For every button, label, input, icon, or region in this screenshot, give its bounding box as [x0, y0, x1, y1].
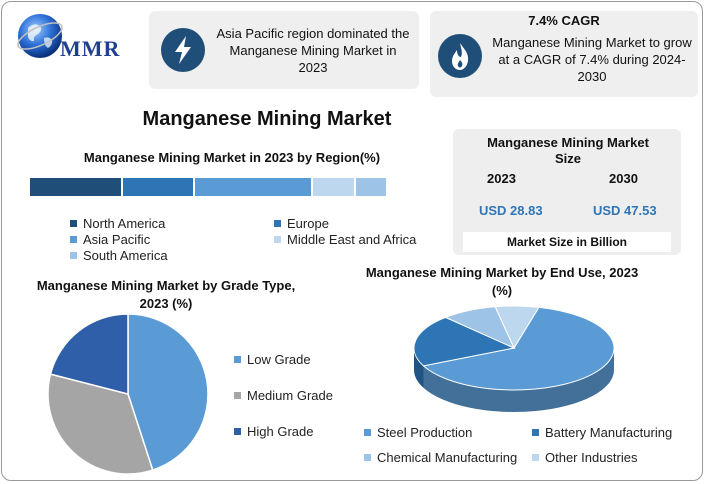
region-bar-segment-europe [123, 178, 193, 196]
legend-swatch [234, 428, 241, 435]
region-legend-item-middle-east-and-africa: Middle East and Africa [274, 232, 416, 247]
cagr-heading: 7.4% CAGR [528, 13, 600, 28]
legend-swatch [70, 236, 77, 243]
grade-legend-item-high-grade: High Grade [234, 424, 313, 439]
legend-label: North America [83, 216, 166, 231]
enduse-legend-item-chemical-manufacturing: Chemical Manufacturing [364, 450, 517, 465]
logo-text: MMR [60, 36, 121, 61]
legend-swatch [532, 454, 539, 461]
region-bar-segment-north-america [30, 178, 122, 196]
legend-swatch [234, 392, 241, 399]
year-2023: 2023 [487, 171, 516, 186]
region-bar-segment-south-america [355, 178, 386, 196]
region-legend-item-europe: Europe [274, 216, 329, 231]
flame-icon [438, 34, 482, 78]
cagr-card-text: Manganese Mining Market to grow at a CAG… [492, 35, 692, 84]
enduse-slice-side-steel-production [423, 348, 614, 412]
region-bar-segment-middle-east-and-africa [312, 178, 354, 196]
legend-label: Other Industries [545, 450, 638, 465]
grade-slice-high-grade [49, 313, 129, 395]
grade-chart-title: Manganese Mining Market by Grade Type, 2… [36, 278, 296, 311]
region-legend-item-asia-pacific: Asia Pacific [70, 232, 150, 247]
grade-slice-low-grade [127, 313, 209, 472]
year-2030: 2030 [609, 171, 638, 186]
legend-swatch [532, 429, 539, 436]
market-size-footer: Market Size in Billion [463, 232, 671, 252]
enduse-legend-item-battery-manufacturing: Battery Manufacturing [532, 425, 672, 440]
legend-swatch [274, 236, 281, 243]
market-size-title: Manganese Mining Market Size [487, 135, 649, 166]
enduse-legend-item-other-industries: Other Industries [532, 450, 638, 465]
enduse-pie [413, 305, 615, 412]
legend-label: Chemical Manufacturing [377, 450, 518, 465]
legend-label: Middle East and Africa [287, 232, 417, 247]
legend-label: Battery Manufacturing [545, 425, 673, 440]
legend-swatch [70, 252, 77, 259]
enduse-slice-other-industries [494, 305, 540, 350]
value-2023: USD 28.83 [479, 203, 543, 218]
main-title: Manganese Mining Market [142, 108, 392, 130]
globe-icon [17, 14, 63, 58]
grade-legend-item-low-grade: Low Grade [234, 352, 311, 367]
enduse-legend-item-steel-production: Steel Production [364, 425, 472, 440]
region-chart-title: Manganese Mining Market in 2023 by Regio… [83, 150, 381, 165]
grade-pie [47, 313, 209, 475]
market-size-box: Manganese Mining Market Size 2023 2030 U… [453, 129, 681, 255]
region-legend-item-south-america: South America [70, 248, 168, 263]
legend-swatch [364, 454, 371, 461]
region-bar-segment-asia-pacific [194, 178, 311, 196]
enduse-chart-title: Manganese Mining Market by End Use, 2023… [365, 265, 639, 298]
region-legend-item-north-america: North America [70, 216, 165, 231]
cagr-card: 7.4% CAGR Manganese Mining Market to gro… [430, 11, 698, 97]
legend-label: High Grade [247, 424, 314, 439]
legend-swatch [234, 356, 241, 363]
logo: MMR [14, 10, 144, 62]
grade-legend-item-medium-grade: Medium Grade [234, 388, 333, 403]
grade-slice-medium-grade [47, 373, 154, 475]
legend-label: Asia Pacific [83, 232, 151, 247]
region-card: Asia Pacific region dominated the Mangan… [149, 11, 419, 89]
enduse-slice-battery-manufacturing [413, 316, 516, 367]
legend-label: Medium Grade [247, 388, 333, 403]
lightning-icon [161, 28, 205, 72]
legend-label: Europe [287, 216, 329, 231]
region-card-text: Asia Pacific region dominated the Mangan… [216, 26, 410, 75]
legend-label: South America [83, 248, 168, 263]
region-bar [30, 178, 388, 196]
legend-label: Steel Production [377, 425, 473, 440]
value-2030: USD 47.53 [593, 203, 657, 218]
legend-swatch [274, 220, 281, 227]
legend-swatch [364, 429, 371, 436]
enduse-slice-steel-production [422, 306, 615, 391]
legend-swatch [70, 220, 77, 227]
legend-label: Low Grade [247, 352, 311, 367]
